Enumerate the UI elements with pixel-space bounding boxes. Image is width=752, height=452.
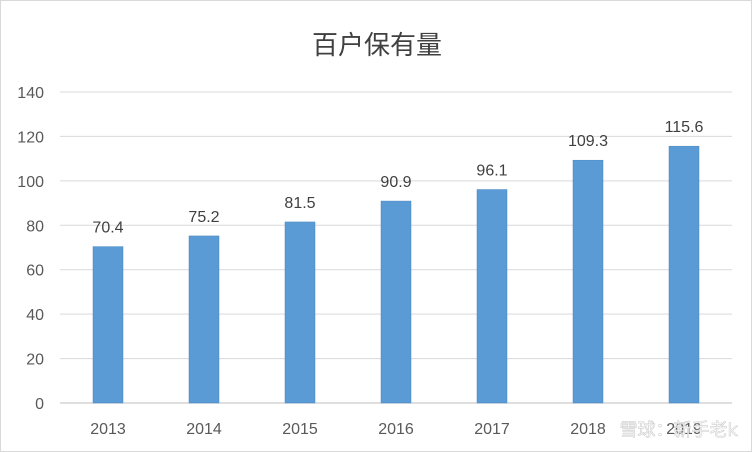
labels: 0 20 40 60 80 100 120 140 70.4 2013 75.2 2014 81.5 20…	[17, 85, 739, 441]
bar	[92, 246, 124, 404]
bar	[476, 189, 508, 404]
bar	[572, 159, 604, 404]
data-label: 90.9	[380, 174, 411, 191]
y-tick-label: 100	[17, 174, 44, 191]
data-label: 109.3	[568, 133, 608, 150]
y-tick-label: 120	[17, 129, 44, 146]
data-label: 70.4	[92, 220, 123, 237]
y-tick-label: 40	[26, 307, 44, 324]
y-tick-label: 0	[35, 396, 44, 413]
chart-title: 百户保有量	[311, 31, 442, 61]
y-tick-label: 80	[26, 218, 44, 235]
data-label: 75.2	[188, 209, 219, 226]
data-label: 115.6	[665, 119, 704, 136]
y-tick-label: 60	[26, 263, 44, 280]
x-tick-label: 2019	[666, 421, 702, 438]
x-tick-label: 2015	[282, 421, 318, 438]
y-tick-label: 20	[26, 352, 44, 369]
bar	[380, 200, 412, 404]
bars	[92, 145, 700, 404]
x-tick-label: 2018	[570, 421, 606, 438]
y-tick-label: 140	[17, 85, 44, 102]
x-tick-label: 2014	[186, 421, 222, 438]
x-tick-label: 2016	[378, 421, 414, 438]
x-tick-label: 2013	[90, 421, 126, 438]
watermark-text: 雪球：新手老k	[620, 420, 739, 441]
bar	[668, 145, 700, 404]
data-label: 81.5	[284, 195, 315, 212]
bar	[188, 235, 220, 404]
x-tick-label: 2017	[474, 421, 510, 438]
data-label: 96.1	[476, 163, 507, 180]
bar	[284, 221, 316, 404]
